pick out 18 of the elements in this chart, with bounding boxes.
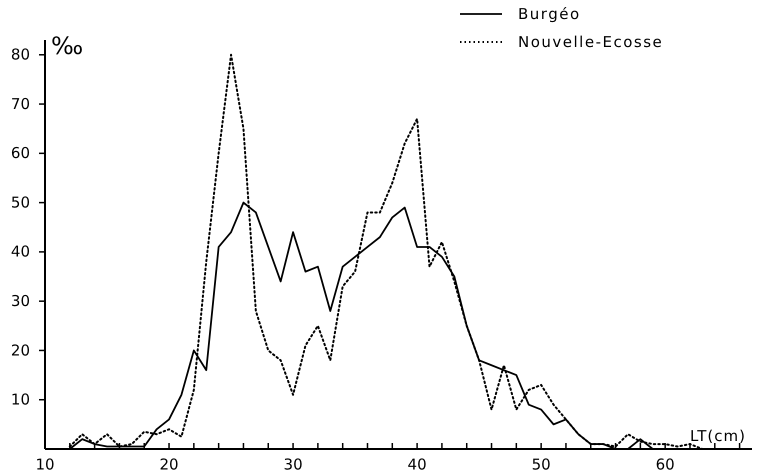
legend-label: Burgéo	[518, 5, 581, 23]
y-tick-label: 60	[10, 144, 30, 162]
legend-label: Nouvelle-Ecosse	[518, 33, 664, 51]
x-tick-label: 10	[35, 456, 55, 474]
x-tick-label: 60	[656, 456, 675, 474]
y-tick-label: 50	[10, 193, 30, 212]
y-tick-label: 70	[10, 94, 30, 113]
x-tick-label: 30	[284, 456, 303, 474]
y-tick-label: 40	[10, 242, 30, 261]
y-tick-label: 20	[10, 341, 30, 360]
x-tick-label: 50	[532, 456, 551, 474]
x-axis-title: LT(cm)	[690, 427, 746, 445]
y-tick-label: 80	[10, 46, 30, 64]
y-tick-label: 10	[10, 390, 30, 409]
y-tick-label: 30	[10, 292, 30, 310]
y-axis-title: ‰	[51, 32, 84, 60]
x-tick-label: 40	[408, 456, 427, 474]
x-tick-label: 20	[159, 456, 179, 474]
